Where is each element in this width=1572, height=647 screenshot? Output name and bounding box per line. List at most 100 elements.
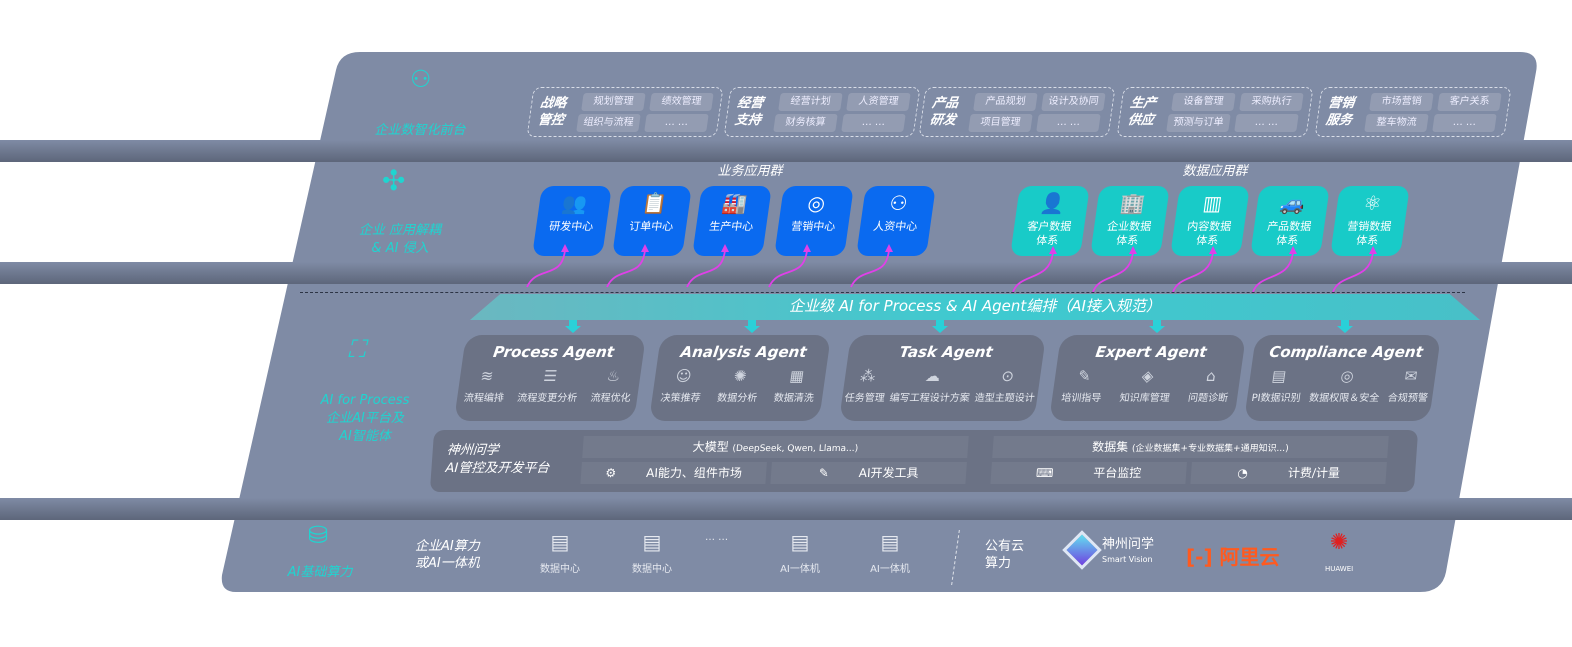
arrow-head [803,244,811,252]
agent-capability[interactable]: ⊙ 造型主题设计 [974,367,1039,404]
capability-label: 任务管理 [843,393,886,404]
market-button[interactable]: ⚙ AI能力、组件市场 [580,462,767,484]
capability-icon: ✺ [732,367,748,385]
server-icon: ▤ [642,530,662,554]
agent-capability[interactable]: ✉ 合规预警 [1387,367,1432,404]
agent-capability[interactable]: ≋ 流程编排 [463,367,508,404]
business-apps-title: 业务应用群 [717,164,783,179]
agent-capability[interactable]: ✺ 数据分析 [716,367,761,404]
label-line: AI智能体 [339,429,391,444]
platform-title-line: 神州问学 [446,443,500,458]
agent-card[interactable]: Process Agent ≋ 流程编排 ☰ 流程变更分析 ♨ 流程优化 [453,335,647,421]
server-label: 数据中心 [540,564,580,575]
devtools-button[interactable]: ✎ AI开发工具 [770,462,967,484]
llm-label: 大模型 [692,440,730,454]
label-line: 公有云 [985,539,1025,554]
capability-label: 问题诊断 [1187,393,1229,404]
layer-divider [0,498,1572,520]
agent-title: Analysis Agent [679,343,808,361]
capability-icon: ▤ [1270,367,1288,385]
capability-icon: ⁂ [859,367,877,385]
capability-label: 决策推荐 [659,393,702,404]
smartvision-en: Smart Vision [1102,555,1153,564]
label-line: 企业 应用解耦 [358,223,442,238]
capability-icon: ☺ [674,367,693,385]
agent-capability[interactable]: ▦ 数据清洗 [773,367,818,404]
connector-arrow [526,249,566,288]
agent-capability[interactable]: ▤ PI数据识别 [1251,367,1305,404]
orchestration-banner: 企业级 AI for Process & AI Agent编排（AI接入规范） [470,294,1480,320]
agent-title: Process Agent [492,343,616,361]
server-item: ▤ 数据中心 [530,530,590,575]
capability-icon: ⊙ [1000,367,1016,385]
agent-capability[interactable]: ⌂ 问题诊断 [1187,367,1232,404]
connector-arrow [686,249,726,288]
devtools-icon: ✎ [818,466,830,480]
server-label: 数据中心 [632,564,672,575]
market-icon: ⚙ [604,466,617,480]
capability-label: 流程编排 [463,393,505,404]
billing-label: 计费/计量 [1287,466,1341,480]
layer-divider [0,140,1572,162]
server-icon: ▤ [790,530,810,554]
gauge-icon: ◔ [1236,466,1249,480]
agent-card[interactable]: Analysis Agent ☺ 决策推荐 ✺ 数据分析 ▦ 数据清洗 [648,335,832,421]
monitor-icon: ⌨ [1035,466,1054,480]
smartvision-cn: 神州问学 [1102,537,1155,552]
capability-icon: ▦ [788,367,806,385]
agent-capability[interactable]: ◎ 数据权限＆安全 [1308,367,1383,404]
agent-capability[interactable]: ☰ 流程变更分析 [516,367,581,404]
devtools-label: AI开发工具 [858,466,920,480]
arrow-head [1209,246,1217,254]
label-line: 算力 [985,556,1012,571]
arrow-head [885,244,893,252]
capability-label: 知识库管理 [1118,393,1171,404]
layer-label-apps: 企业 应用解耦 & AI 侵入 [345,222,455,258]
server-item: ▤ 数据中心 [622,530,682,575]
server-item: ▤ AI一体机 [860,530,920,575]
layer-label-frontend: 企业数智化前台 [374,123,466,138]
agent-capability[interactable]: ☁ 编写工程设计方案 [889,367,974,404]
capability-icon: ☰ [542,367,559,385]
agent-capability[interactable]: ◈ 知识库管理 [1119,367,1174,404]
huawei-logo: ✺ HUAWEI [1325,530,1354,574]
layer-label-ai: AI for Process 企业AI平台及 AI智能体 [290,392,440,446]
dataset-bar: 数据集 (企业数据集+专业数据集+通用知识...) [992,436,1389,458]
database-icon: ⛁ [308,521,329,549]
agent-capability[interactable]: ☺ 决策推荐 [660,367,705,404]
billing-button[interactable]: ◔ 计费/计量 [1190,462,1387,484]
platform-title: 神州问学 AI管控及开发平台 [445,442,551,478]
server-label: AI一体机 [870,564,910,575]
agent-card[interactable]: Expert Agent ✎ 培训指导 ◈ 知识库管理 ⌂ 问题诊断 [1048,335,1247,421]
agent-card[interactable]: Task Agent ⁂ 任务管理 ☁ 编写工程设计方案 ⊙ 造型主题设计 [838,335,1047,421]
agent-capability[interactable]: ⁂ 任务管理 [844,367,889,404]
arrow-head [721,244,729,252]
arrow-head [1289,246,1297,254]
down-arrow [1337,320,1353,333]
agent-capability[interactable]: ♨ 流程优化 [590,367,635,404]
capability-icon: ⌂ [1205,367,1218,385]
connector-arrow [850,249,890,288]
data-apps-title: 数据应用群 [1182,164,1248,179]
connector-arrow [768,249,808,288]
dashed-separator [300,292,1465,293]
market-label: AI能力、组件市场 [645,466,743,480]
capability-icon: ◎ [1339,367,1356,385]
server-item: ▤ AI一体机 [770,530,830,575]
agent-capability[interactable]: ✎ 培训指导 [1061,367,1106,404]
down-arrow [744,320,760,333]
agent-card[interactable]: Compliance Agent ▤ PI数据识别 ◎ 数据权限＆安全 ✉ 合规预警 [1243,335,1442,421]
smartvision-name: 神州问学 Smart Vision [1102,538,1154,567]
ai-platform-box: 神州问学 AI管控及开发平台 大模型 (DeepSeek, Qwen, Llama… [429,430,1419,492]
agent-title: Expert Agent [1094,343,1208,361]
layer-label-compute: AI基础算力 [287,565,353,580]
enterprise-compute-label: 企业AI算力 或AI一体机 [415,538,480,572]
monitor-button[interactable]: ⌨ 平台监控 [990,462,1187,484]
capability-label: 培训指导 [1060,393,1103,404]
capability-label: 数据清洗 [772,393,815,404]
capability-label: 合规预警 [1387,393,1429,404]
label-line: 企业AI平台及 [326,411,404,426]
arrow-head [1049,246,1057,254]
server-label: AI一体机 [780,564,820,575]
